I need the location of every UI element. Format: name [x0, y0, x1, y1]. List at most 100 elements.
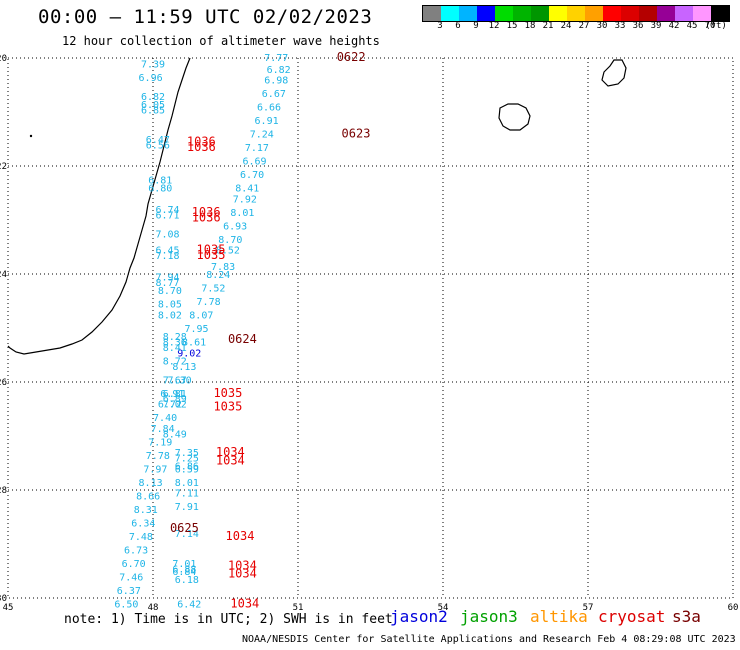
wave-height-value: 7.95 — [184, 324, 208, 335]
wave-height-value: 8.01 — [230, 208, 254, 219]
lat-tick-label: -20 — [0, 54, 7, 64]
wave-height-value: 6.70 — [240, 170, 264, 181]
wave-height-value: 6.88 — [172, 564, 196, 575]
lat-tick-label: -28 — [0, 486, 7, 496]
wave-height-value: 6.67 — [262, 89, 286, 100]
wave-height-value: 6.56 — [146, 140, 170, 151]
pass-time-label: 1036 — [187, 140, 216, 154]
wave-height-value: 8.13 — [139, 478, 163, 489]
color-scale-label: 6 — [455, 21, 461, 31]
wave-height-value: 7.97 — [143, 464, 167, 475]
wave-height-value: 6.81 — [148, 176, 172, 187]
wave-height-value: 7.11 — [175, 489, 199, 500]
color-swatch — [495, 6, 513, 21]
pass-time-label: 1036 — [192, 205, 221, 219]
wave-height-value: 6.96 — [139, 73, 163, 84]
wave-height-values: 7.776.826.986.676.666.917.247.176.696.70… — [114, 53, 290, 610]
reunion-island-outline — [498, 103, 531, 131]
pass-time-label: 1034 — [228, 559, 257, 573]
wave-height-value: 8.31 — [134, 505, 158, 516]
wave-height-value: 7.67 — [163, 375, 187, 386]
wave-height-value: 7.94 — [155, 273, 179, 284]
wave-height-value: 8.41 — [163, 343, 187, 354]
wave-height-value: 7.08 — [155, 230, 179, 241]
wave-height-value: 7.17 — [245, 143, 269, 154]
color-swatch — [585, 6, 603, 21]
wave-height-value: 8.49 — [163, 429, 187, 440]
color-swatch — [603, 6, 621, 21]
wave-height-value: 7.02 — [163, 400, 187, 411]
wave-height-value: 7.25 — [175, 454, 199, 465]
lat-tick-label: -30 — [0, 594, 7, 604]
wave-height-value: 6.69 — [242, 157, 266, 168]
pass-time-labels: 0622062306240625103610361036103610351035… — [170, 50, 370, 610]
lon-tick-label: 60 — [728, 603, 739, 613]
pass-time-label: 1036 — [192, 210, 221, 224]
pass-time-label: 1035 — [213, 399, 242, 413]
wave-height-value: 7.18 — [155, 251, 179, 262]
color-swatch — [477, 6, 495, 21]
land-outlines — [7, 57, 627, 355]
pass-time-label: 1035 — [213, 386, 242, 400]
wave-height-value: 6.91 — [255, 116, 279, 127]
color-scale-label: 45 — [686, 21, 698, 31]
pass-time-label: 1034 — [230, 596, 259, 610]
pass-time-label: 1035 — [197, 248, 226, 262]
color-swatch — [549, 6, 567, 21]
wave-height-value: 6.72 — [158, 400, 182, 411]
color-scale-label: 36 — [632, 21, 644, 31]
wave-height-value: 8.52 — [216, 246, 240, 257]
wave-height-value: 6.91 — [160, 389, 184, 400]
wave-height-value: 7.92 — [233, 194, 257, 205]
color-scale-unit: (ft) — [705, 21, 727, 31]
wave-height-value: 8.72 — [163, 356, 187, 367]
lat-tick-label: -26 — [0, 378, 7, 388]
wave-height-value: 6.66 — [257, 103, 281, 114]
color-scale-label: 9 — [473, 21, 479, 31]
page-title: 00:00 – 11:59 UTC 02/02/2023 — [38, 6, 373, 28]
color-scale-label: 27 — [578, 21, 590, 31]
wave-height-value: 6.93 — [223, 221, 247, 232]
wave-height-value: 6.82 — [141, 92, 165, 103]
lon-tick-label: 48 — [148, 603, 159, 613]
wave-height-value: 7.83 — [211, 262, 235, 273]
islet-marker — [29, 134, 33, 138]
wave-height-value: 6.05 — [141, 100, 165, 111]
wave-height-value: 8.61 — [182, 338, 206, 349]
color-scale-bar — [422, 5, 730, 22]
satellite-legend-entry: cryosat — [598, 607, 666, 626]
color-scale-label: 21 — [542, 21, 554, 31]
lon-tick-label: 54 — [438, 603, 449, 613]
color-scale-label: 30 — [596, 21, 608, 31]
wave-height-value: 7.46 — [119, 572, 143, 583]
wave-height-value: 8.07 — [189, 311, 213, 322]
pass-time-label: 1035 — [197, 243, 226, 257]
satellite-legend-entry: s3a — [672, 607, 701, 626]
wave-height-value: 6.42 — [177, 599, 201, 610]
wave-height-value: 7.48 — [129, 532, 153, 543]
pass-time-label: 0622 — [337, 50, 366, 64]
pass-time-label: 0623 — [342, 127, 371, 141]
color-scale-label: 39 — [650, 21, 662, 31]
color-swatch — [675, 6, 693, 21]
satellite-legend-entry: jason2 — [390, 607, 448, 626]
wave-height-value: 8.66 — [136, 491, 160, 502]
wave-height-value: 6.84 — [172, 567, 196, 578]
pass-time-label: 1034 — [216, 453, 245, 467]
map-frame — [7, 57, 734, 599]
lat-tick-label: -22 — [0, 162, 7, 172]
color-swatch — [621, 6, 639, 21]
color-swatch — [513, 6, 531, 21]
wave-height-value: 8.02 — [158, 311, 182, 322]
wave-height-value: 7.30 — [168, 375, 192, 386]
credit-line: NOAA/NESDIS Center for Satellite Applica… — [242, 634, 736, 645]
pass-time-label: 0624 — [228, 332, 257, 346]
wave-height-value: 6.89 — [163, 394, 187, 405]
lat-tick-label: -24 — [0, 270, 7, 280]
wave-height-value: 7.84 — [151, 424, 175, 435]
wave-height-value: 6.47 — [146, 135, 170, 146]
color-scale-label: 12 — [488, 21, 500, 31]
color-swatch — [693, 6, 711, 21]
wave-height-value: 6.80 — [148, 184, 172, 195]
